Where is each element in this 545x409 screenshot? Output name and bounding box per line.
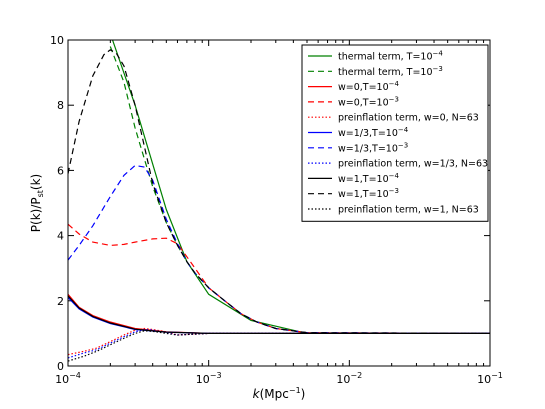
x-tick-label: 10−3 [196, 371, 222, 386]
series-line-4 [68, 327, 490, 356]
legend-label: thermal term, T=10−3 [338, 65, 443, 78]
y-axis-label: P(k)/Pst(k) [29, 174, 45, 232]
legend-box [301, 44, 489, 222]
plot-frame [67, 39, 491, 367]
y-tick-label: 4 [57, 230, 64, 243]
series-line-9 [68, 49, 490, 334]
legend-label: w=1,T=10−4 [338, 172, 400, 185]
legend-label: preinflation term, w=1, N=63 [338, 205, 479, 216]
series-line-8 [68, 295, 490, 334]
series-line-10 [68, 330, 490, 362]
y-tick-label: 6 [57, 164, 64, 177]
y-tick-label: 2 [57, 295, 64, 308]
legend-label: w=0,T=10−4 [338, 80, 400, 93]
y-tick-label: 0 [57, 360, 64, 373]
legend-label: w=0,T=10−3 [338, 95, 399, 108]
legend-label: preinflation term, w=1/3, N=63 [338, 159, 488, 170]
series-line-0 [111, 40, 490, 334]
legend-label: thermal term, T=10−4 [338, 50, 443, 63]
axis-ticks: 10−4 10−3 10−2 10−1 0 2 4 6 8 10 [50, 34, 503, 386]
x-tick-label: 10−4 [55, 371, 81, 386]
legend-label: w=1/3,T=10−3 [338, 141, 408, 154]
y-tick-label: 10 [50, 34, 64, 47]
legend-label: w=1,T=10−3 [338, 187, 399, 200]
legend-label: preinflation term, w=0, N=63 [338, 113, 479, 124]
x-tick-label: 10−2 [336, 371, 362, 386]
x-tick-label: 10−1 [477, 371, 503, 386]
plot-lines [68, 40, 490, 362]
legend: thermal term, T=10−4 thermal term, T=10−3… [301, 44, 489, 222]
y-tick-label: 8 [57, 99, 64, 112]
legend-label: w=1/3,T=10−4 [338, 126, 409, 139]
x-axis-label: k(Mpc−1) [253, 386, 306, 401]
series-line-3 [68, 223, 490, 334]
